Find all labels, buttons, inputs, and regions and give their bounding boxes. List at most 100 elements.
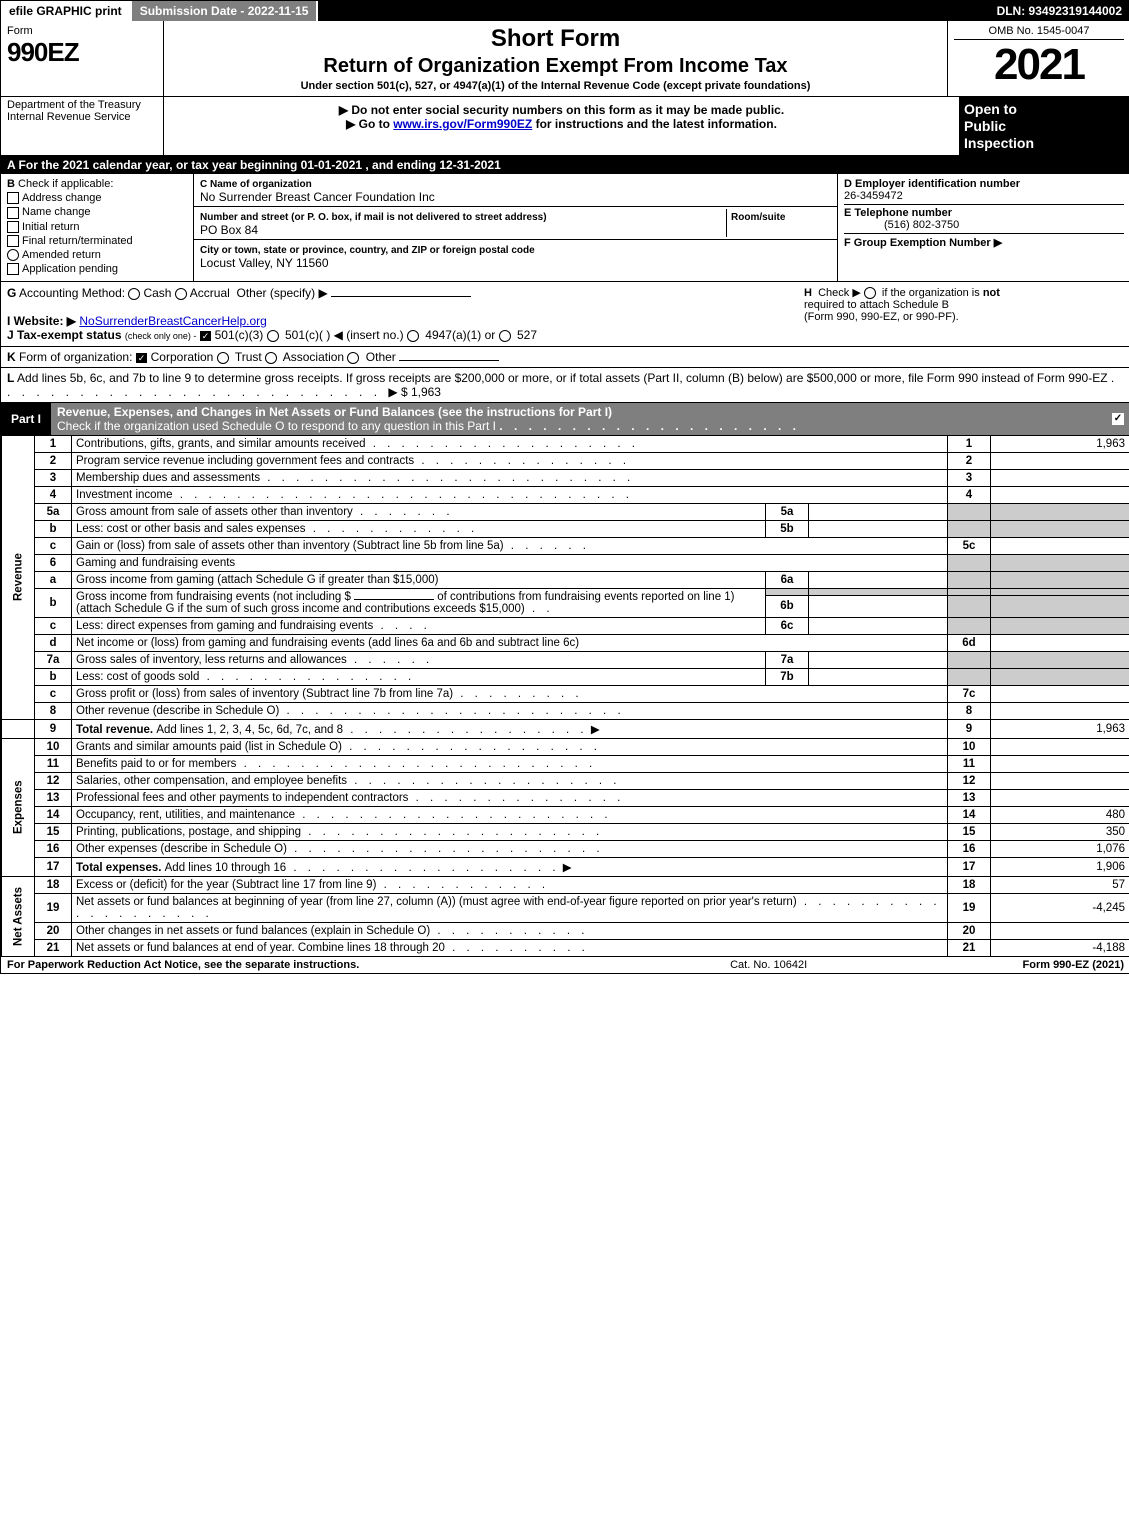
website-link[interactable]: NoSurrenderBreastCancerHelp.org [79,314,266,328]
other-org-blank[interactable] [399,360,499,361]
label-final-return: Final return/terminated [22,235,133,247]
part-1-label: Part I [1,410,51,428]
checkbox-initial-return[interactable] [7,221,19,233]
line-7c-num: c [35,685,72,702]
label-initial-return: Initial return [22,221,79,233]
line-6c-desc: Less: direct expenses from gaming and fu… [72,617,766,634]
label-application-pending: Application pending [22,263,118,275]
fundraising-contrib-blank[interactable] [354,599,434,600]
line-6c-inner-amount [809,617,948,634]
main-title: Return of Organization Exempt From Incom… [170,55,941,78]
line-6b-grey-r2 [991,588,1129,595]
checkbox-4947[interactable] [407,330,419,342]
submission-date: Submission Date - 2022-11-15 [132,1,319,21]
checkbox-corporation-checked[interactable]: ✓ [136,353,148,363]
part-1-title: Revenue, Expenses, and Changes in Net As… [57,405,612,419]
checkbox-final-return[interactable] [7,235,19,247]
line-16-box: 16 [948,840,991,857]
line-19-desc: Net assets or fund balances at beginning… [72,893,948,922]
label-corporation: Corporation [151,350,214,364]
line-6-grey1 [948,554,991,571]
label-cash: Cash [143,286,171,300]
line-6-num: 6 [35,554,72,571]
checkbox-application-pending[interactable] [7,263,19,275]
line-14-desc: Occupancy, rent, utilities, and maintena… [72,806,948,823]
footer-form-prefix: Form [1023,959,1054,971]
line-9-desc: Total revenue. Add lines 1, 2, 3, 4, 5c,… [72,719,948,738]
checkbox-association[interactable] [265,352,277,364]
accounting-label: Accounting Method: [19,286,125,300]
check-applicable-label: Check if applicable: [18,178,113,190]
line-6-desc: Gaming and fundraising events [72,554,948,571]
irs-link[interactable]: www.irs.gov/Form990EZ [393,117,532,131]
line-13-box: 13 [948,789,991,806]
checkbox-schedule-o-part1[interactable]: ✓ [1112,413,1124,425]
row-ein: D Employer identification number 26-3459… [844,176,1124,205]
line-14-box: 14 [948,806,991,823]
label-trust: Trust [235,350,262,364]
header-left: Form 990EZ [1,21,164,96]
l-label: L [7,371,14,385]
line-20-box: 20 [948,922,991,939]
part-1-subtitle: Check if the organization used Schedule … [57,419,496,433]
line-5a-grey2 [991,503,1129,520]
line-3-desc: Membership dues and assessments . . . . … [72,469,948,486]
checkbox-name-change[interactable] [7,207,19,219]
line-6a-grey2 [991,571,1129,588]
l-text: Add lines 5b, 6c, and 7b to line 9 to de… [17,371,1108,385]
checkbox-501c3-checked[interactable]: ✓ [200,331,212,341]
form-word-label: Form [7,25,157,37]
line-15-num: 15 [35,823,72,840]
line-7c-box: 7c [948,685,991,702]
line-16-amount: 1,076 [991,840,1129,857]
line-6a-box: 6a [766,571,809,588]
line-21-amount: -4,188 [991,939,1129,956]
g-label: G [7,286,16,300]
checkbox-schedule-b[interactable] [864,287,876,299]
line-7b-inner-amount [809,668,948,685]
h-text4: (Form 990, 990-EZ, or 990-PF). [804,311,959,323]
line-7b-grey2 [991,668,1129,685]
part-1-table: Revenue 1 Contributions, gifts, grants, … [1,435,1129,957]
line-7b-grey1 [948,668,991,685]
row-phone: E Telephone number (516) 802-3750 [844,205,1124,234]
checkbox-501c[interactable] [267,330,279,342]
form-990ez-page: efile GRAPHIC print Submission Date - 20… [0,0,1129,974]
line-2-desc: Program service revenue including govern… [72,452,948,469]
checkbox-527[interactable] [499,330,511,342]
label-association: Association [283,350,344,364]
line-5a-num: 5a [35,503,72,520]
g-section: G Accounting Method: Cash Accrual Other … [7,286,804,342]
line-7b-num: b [35,668,72,685]
line-14-num: 14 [35,806,72,823]
h-text3: required to attach Schedule B [804,299,949,311]
line-12-num: 12 [35,772,72,789]
label-527: 527 [517,328,537,342]
line-18-box: 18 [948,876,991,893]
efile-label[interactable]: efile GRAPHIC print [1,1,132,21]
checkbox-trust[interactable] [217,352,229,364]
checkbox-other-org[interactable] [347,352,359,364]
line-7b-box: 7b [766,668,809,685]
section-a-row: A For the 2021 calendar year, or tax yea… [1,156,1129,174]
checkbox-cash[interactable] [128,288,140,300]
line-5c-amount [991,537,1129,554]
line-17-desc: Total expenses. Add lines 10 through 16 … [72,857,948,876]
checkbox-amended-return[interactable] [7,249,19,261]
line-6b-grey-r1 [948,588,991,595]
h-not: not [983,287,1000,299]
other-method-blank[interactable] [331,296,471,297]
line-11-box: 11 [948,755,991,772]
line-2-num: 2 [35,452,72,469]
line-1-box: 1 [948,435,991,452]
line-6c-box: 6c [766,617,809,634]
part-1-header: Part I Revenue, Expenses, and Changes in… [1,403,1129,435]
line-6b-inner-amount [809,595,948,617]
line-17-amount: 1,906 [991,857,1129,876]
line-6d-amount [991,634,1129,651]
line-5c-num: c [35,537,72,554]
checkbox-address-change[interactable] [7,192,19,204]
line-5b-box: 5b [766,520,809,537]
street-label: Number and street (or P. O. box, if mail… [200,212,547,223]
checkbox-accrual[interactable] [175,288,187,300]
